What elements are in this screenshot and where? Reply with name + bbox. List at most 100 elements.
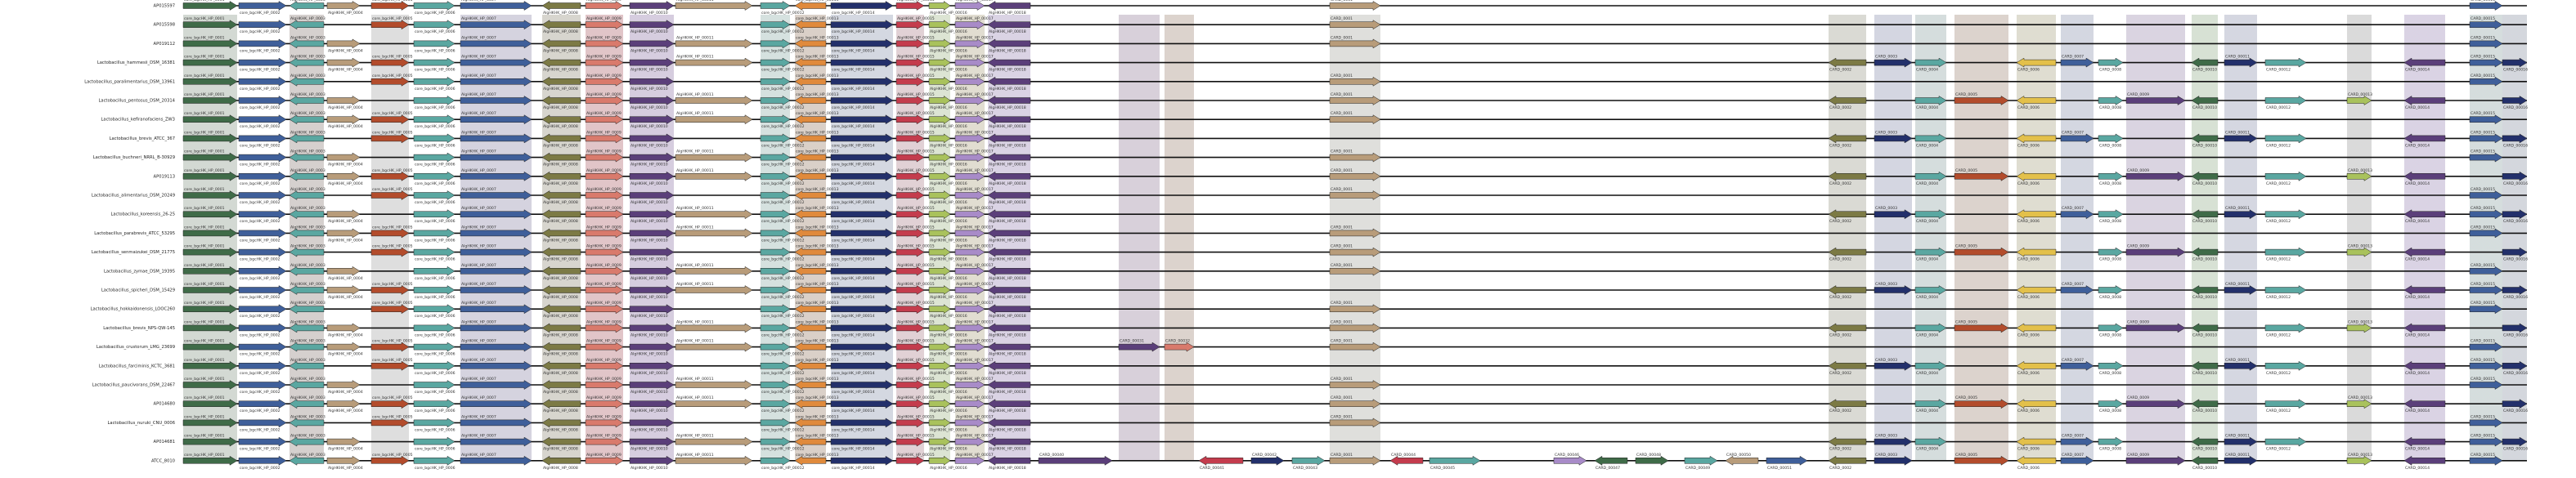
gene-arrow[interactable]: [830, 38, 894, 49]
gene-arrow[interactable]: [2098, 436, 2124, 447]
gene-arrow[interactable]: [1914, 133, 1947, 144]
gene-arrow[interactable]: [1828, 247, 1867, 257]
gene-arrow[interactable]: [289, 380, 325, 390]
gene-arrow[interactable]: [370, 133, 410, 144]
gene-arrow[interactable]: [1828, 171, 1867, 181]
gene-arrow[interactable]: [413, 152, 456, 163]
gene-arrow[interactable]: [326, 285, 361, 295]
gene-arrow[interactable]: [794, 285, 827, 295]
gene-arrow[interactable]: [1828, 133, 1867, 144]
gene-arrow[interactable]: [1914, 57, 1947, 68]
gene-arrow[interactable]: [2191, 209, 2219, 220]
gene-arrow[interactable]: [2469, 114, 2503, 125]
gene-arrow[interactable]: [1329, 323, 1381, 333]
gene-arrow[interactable]: [830, 266, 894, 276]
gene-arrow[interactable]: [928, 38, 951, 49]
gene-arrow[interactable]: [413, 380, 456, 390]
gene-arrow[interactable]: [2502, 96, 2528, 105]
gene-arrow[interactable]: [895, 133, 925, 144]
gene-arrow[interactable]: [1828, 96, 1867, 105]
gene-arrow[interactable]: [2403, 360, 2446, 371]
gene-arrow[interactable]: [2502, 247, 2528, 257]
gene-arrow[interactable]: [289, 152, 325, 163]
gene-arrow[interactable]: [413, 96, 456, 105]
gene-arrow[interactable]: [928, 342, 951, 352]
gene-arrow[interactable]: [1874, 455, 1913, 466]
gene-arrow[interactable]: [238, 455, 287, 466]
gene-arrow[interactable]: [675, 436, 753, 447]
gene-arrow[interactable]: [794, 228, 827, 239]
gene-arrow[interactable]: [289, 342, 325, 352]
gene-arrow[interactable]: [413, 76, 456, 87]
gene-arrow[interactable]: [629, 76, 675, 87]
gene-arrow[interactable]: [413, 436, 456, 447]
gene-arrow[interactable]: [585, 360, 624, 371]
gene-arrow[interactable]: [2346, 399, 2372, 409]
gene-arrow[interactable]: [460, 436, 532, 447]
gene-arrow[interactable]: [1329, 38, 1381, 49]
gene-arrow[interactable]: [460, 418, 532, 428]
gene-arrow[interactable]: [2016, 57, 2057, 68]
gene-arrow[interactable]: [895, 247, 925, 257]
cluster-row[interactable]: Lactobacillus_brevis_NPS-QW-145 core_bgcH…: [103, 319, 2528, 337]
gene-arrow[interactable]: [238, 209, 287, 220]
gene-arrow[interactable]: [1329, 114, 1381, 125]
gene-arrow[interactable]: [238, 380, 287, 390]
gene-arrow[interactable]: [2502, 360, 2528, 371]
gene-arrow[interactable]: [2016, 96, 2057, 105]
gene-arrow[interactable]: [2191, 133, 2219, 144]
gene-arrow[interactable]: [585, 323, 624, 333]
gene-arrow[interactable]: [182, 342, 238, 352]
gene-arrow[interactable]: [760, 76, 791, 87]
gene-arrow[interactable]: [2469, 304, 2503, 315]
gene-arrow[interactable]: [326, 228, 361, 239]
gene-arrow[interactable]: [928, 76, 951, 87]
gene-arrow[interactable]: [830, 152, 894, 163]
gene-arrow[interactable]: [760, 1, 791, 11]
gene-arrow[interactable]: [794, 1, 827, 11]
gene-arrow[interactable]: [182, 20, 238, 30]
gene-arrow[interactable]: [2125, 399, 2186, 409]
gene-arrow[interactable]: [1329, 228, 1381, 239]
gene-arrow[interactable]: [895, 57, 925, 68]
gene-arrow[interactable]: [460, 360, 532, 371]
gene-arrow[interactable]: [830, 209, 894, 220]
cluster-row[interactable]: Lactobacillus_kefiranofaciens_ZW3 core_bg…: [101, 111, 2527, 129]
gene-arrow[interactable]: [987, 304, 1031, 315]
gene-arrow[interactable]: [326, 209, 361, 220]
gene-arrow[interactable]: [2016, 285, 2057, 295]
gene-arrow[interactable]: [460, 304, 532, 315]
gene-arrow[interactable]: [1914, 247, 1947, 257]
gene-arrow[interactable]: [413, 20, 456, 30]
gene-arrow[interactable]: [2469, 209, 2503, 220]
gene-arrow[interactable]: [289, 20, 325, 30]
gene-arrow[interactable]: [541, 20, 581, 30]
gene-arrow[interactable]: [2469, 76, 2503, 87]
gene-arrow[interactable]: [1725, 455, 1759, 466]
gene-arrow[interactable]: [629, 266, 675, 276]
gene-arrow[interactable]: [2469, 20, 2503, 30]
gene-arrow[interactable]: [460, 114, 532, 125]
gene-arrow[interactable]: [987, 228, 1031, 239]
gene-arrow[interactable]: [326, 57, 361, 68]
gene-arrow[interactable]: [629, 436, 675, 447]
gene-arrow[interactable]: [760, 228, 791, 239]
gene-arrow[interactable]: [460, 38, 532, 49]
gene-arrow[interactable]: [460, 209, 532, 220]
gene-arrow[interactable]: [238, 38, 287, 49]
gene-arrow[interactable]: [928, 96, 951, 105]
gene-arrow[interactable]: [585, 171, 624, 181]
gene-arrow[interactable]: [541, 228, 581, 239]
gene-arrow[interactable]: [2060, 360, 2094, 371]
gene-arrow[interactable]: [760, 152, 791, 163]
gene-arrow[interactable]: [1874, 133, 1913, 144]
gene-arrow[interactable]: [895, 399, 925, 409]
gene-arrow[interactable]: [585, 436, 624, 447]
gene-arrow[interactable]: [289, 323, 325, 333]
gene-arrow[interactable]: [794, 304, 827, 315]
gene-arrow[interactable]: [987, 38, 1031, 49]
gene-arrow[interactable]: [760, 96, 791, 105]
gene-arrow[interactable]: [1329, 96, 1381, 105]
gene-arrow[interactable]: [928, 247, 951, 257]
gene-arrow[interactable]: [895, 114, 925, 125]
